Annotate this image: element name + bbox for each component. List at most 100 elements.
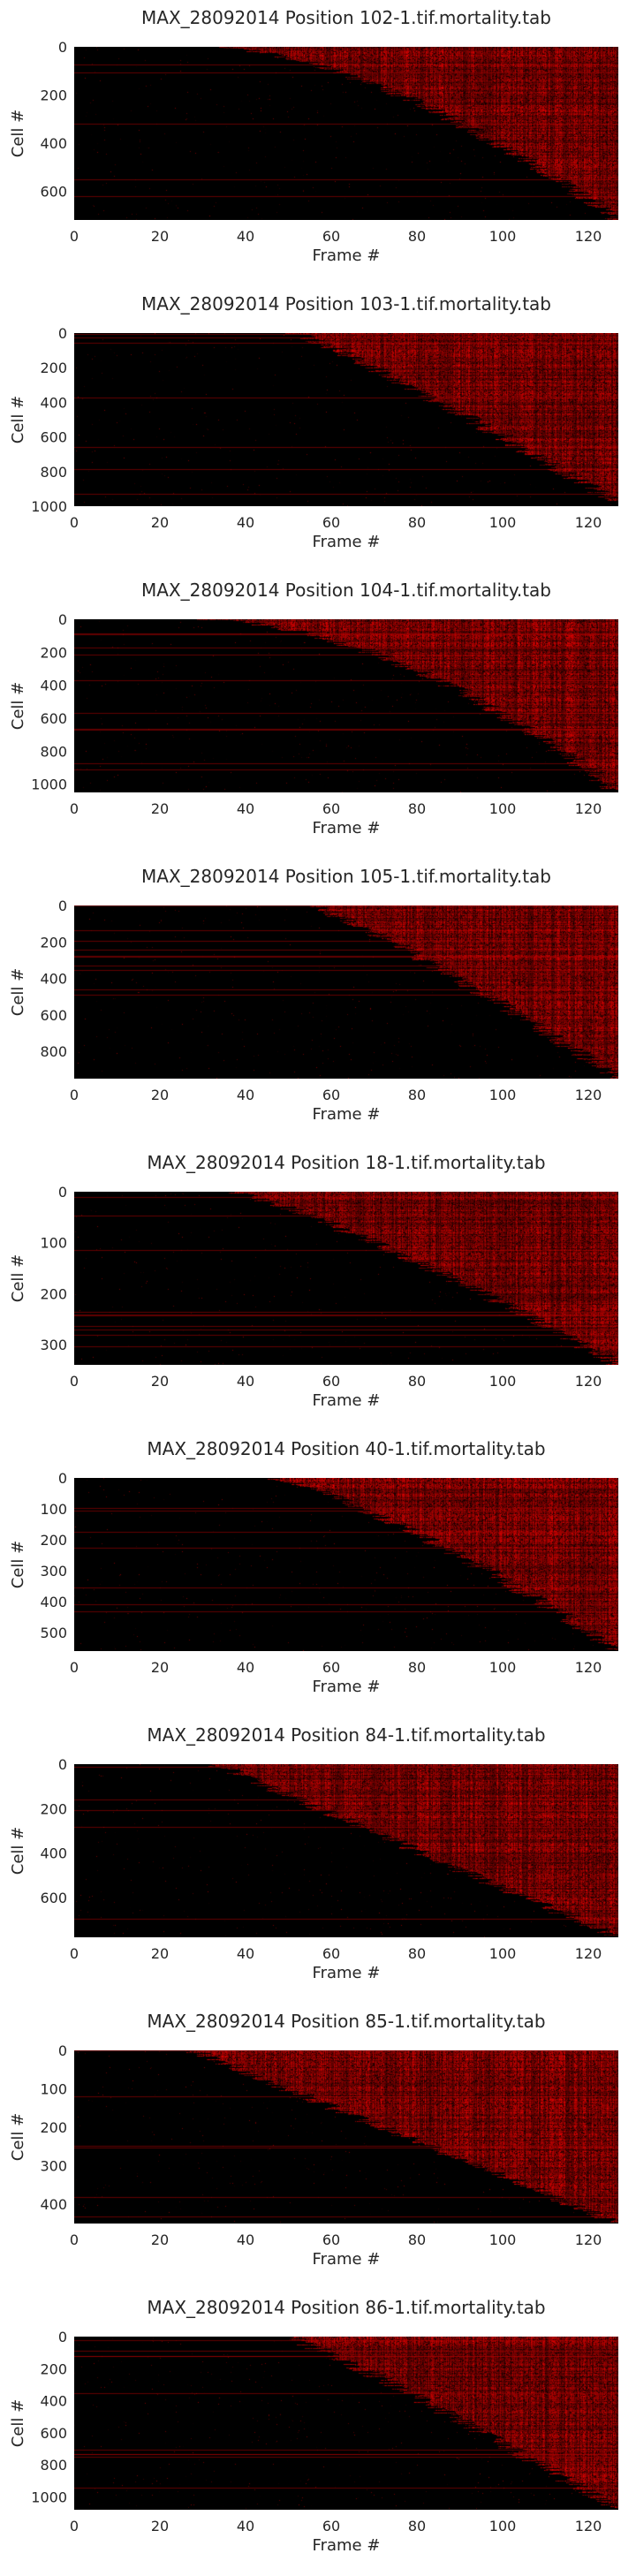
y-tick-label: 0 [58,1184,67,1201]
x-tick-label: 20 [151,514,169,531]
x-tick-label: 60 [322,1945,340,1962]
chart-panel: MAX_28092014 Position 86-1.tif.mortality… [0,2290,636,2576]
x-axis-label: Frame # [313,1391,381,1410]
x-tick-label: 100 [489,2231,517,2248]
x-axis-label: Frame # [313,1964,381,1982]
x-tick-label: 100 [489,514,517,531]
heatmap-svg: MAX_28092014 Position 84-1.tif.mortality… [9,1724,618,1982]
x-axis-label: Frame # [313,2250,381,2269]
y-tick-label: 800 [40,2457,67,2474]
x-tick-label: 20 [151,1087,169,1103]
chart-title: MAX_28092014 Position 102-1.tif.mortalit… [141,7,551,28]
y-tick-label: 300 [40,1563,67,1580]
heatmap-svg: MAX_28092014 Position 102-1.tif.mortalit… [9,7,618,265]
y-tick-label: 200 [40,2119,67,2136]
y-tick-label: 200 [40,1800,67,1817]
y-tick-label: 500 [40,1625,67,1641]
x-axis-label: Frame # [313,1678,381,1696]
x-tick-label: 40 [237,1945,254,1962]
x-tick-label: 100 [489,1087,517,1103]
heatmap-cells [74,47,618,220]
y-tick-label: 400 [40,678,67,694]
x-tick-label: 0 [70,2231,79,2248]
heatmap-cells [74,619,618,792]
y-axis-label: Cell # [9,396,27,443]
x-tick-label: 60 [322,228,340,245]
heatmap-svg: MAX_28092014 Position 104-1.tif.mortalit… [9,580,618,837]
heatmap-cells [74,1764,618,1937]
y-tick-label: 200 [40,934,67,951]
x-tick-label: 40 [237,2231,254,2248]
x-tick-label: 20 [151,800,169,817]
heatmap-cells [74,905,618,1079]
y-tick-label: 400 [40,2196,67,2213]
y-tick-label: 400 [40,971,67,988]
y-tick-label: 400 [40,394,67,411]
x-tick-label: 100 [489,1659,517,1676]
y-tick-label: 100 [40,1235,67,1252]
y-tick-label: 100 [40,2081,67,2098]
x-tick-label: 20 [151,1945,169,1962]
x-tick-label: 60 [322,800,340,817]
x-tick-label: 120 [575,1945,602,1962]
heatmap-cells [74,2050,618,2224]
y-tick-label: 800 [40,743,67,760]
y-tick-label: 600 [40,183,67,200]
x-tick-label: 20 [151,1373,169,1390]
x-axis-label: Frame # [313,819,381,837]
x-tick-label: 20 [151,2518,169,2534]
y-tick-label: 400 [40,135,67,152]
heatmap-cells [74,1478,618,1651]
y-tick-label: 400 [40,1845,67,1862]
chart-panel: MAX_28092014 Position 85-1.tif.mortality… [0,2004,636,2290]
x-tick-label: 100 [489,1945,517,1962]
y-tick-label: 0 [58,898,67,914]
x-tick-label: 80 [408,1659,426,1676]
x-tick-label: 0 [70,1373,79,1390]
x-tick-label: 40 [237,1659,254,1676]
x-tick-label: 40 [237,1087,254,1103]
x-tick-label: 80 [408,1087,426,1103]
x-tick-label: 60 [322,2231,340,2248]
x-tick-label: 120 [575,1087,602,1103]
x-tick-label: 80 [408,514,426,531]
y-axis-label: Cell # [9,2399,27,2447]
x-tick-label: 0 [70,514,79,531]
x-tick-label: 0 [70,1945,79,1962]
x-tick-label: 80 [408,1945,426,1962]
chart-title: MAX_28092014 Position 18-1.tif.mortality… [147,1152,545,1173]
x-axis-label: Frame # [313,533,381,551]
y-axis-label: Cell # [9,110,27,157]
x-tick-label: 0 [70,800,79,817]
y-tick-label: 600 [40,1890,67,1906]
x-tick-label: 120 [575,514,602,531]
heatmap-svg: MAX_28092014 Position 40-1.tif.mortality… [9,1438,618,1696]
x-tick-label: 120 [575,2231,602,2248]
heatmap-svg: MAX_28092014 Position 18-1.tif.mortality… [9,1152,618,1410]
x-tick-label: 20 [151,2231,169,2248]
y-tick-label: 600 [40,710,67,727]
x-tick-label: 40 [237,800,254,817]
y-axis-label: Cell # [9,2113,27,2161]
x-tick-label: 120 [575,1373,602,1390]
x-tick-label: 120 [575,228,602,245]
chart-panel: MAX_28092014 Position 105-1.tif.mortalit… [0,859,636,1145]
chart-title: MAX_28092014 Position 105-1.tif.mortalit… [141,866,551,887]
x-tick-label: 60 [322,514,340,531]
y-tick-label: 600 [40,2425,67,2442]
y-tick-label: 1000 [31,777,67,793]
x-tick-label: 80 [408,1373,426,1390]
y-tick-label: 0 [58,611,67,628]
x-tick-label: 20 [151,1659,169,1676]
y-tick-label: 300 [40,2158,67,2175]
y-tick-label: 400 [40,1594,67,1610]
x-tick-label: 0 [70,1659,79,1676]
y-tick-label: 200 [40,1285,67,1302]
chart-title: MAX_28092014 Position 84-1.tif.mortality… [147,1724,545,1746]
chart-panel: MAX_28092014 Position 40-1.tif.mortality… [0,1431,636,1717]
y-tick-label: 800 [40,464,67,481]
y-tick-label: 400 [40,2393,67,2410]
x-tick-label: 120 [575,2518,602,2534]
chart-panel: MAX_28092014 Position 104-1.tif.mortalit… [0,572,636,859]
